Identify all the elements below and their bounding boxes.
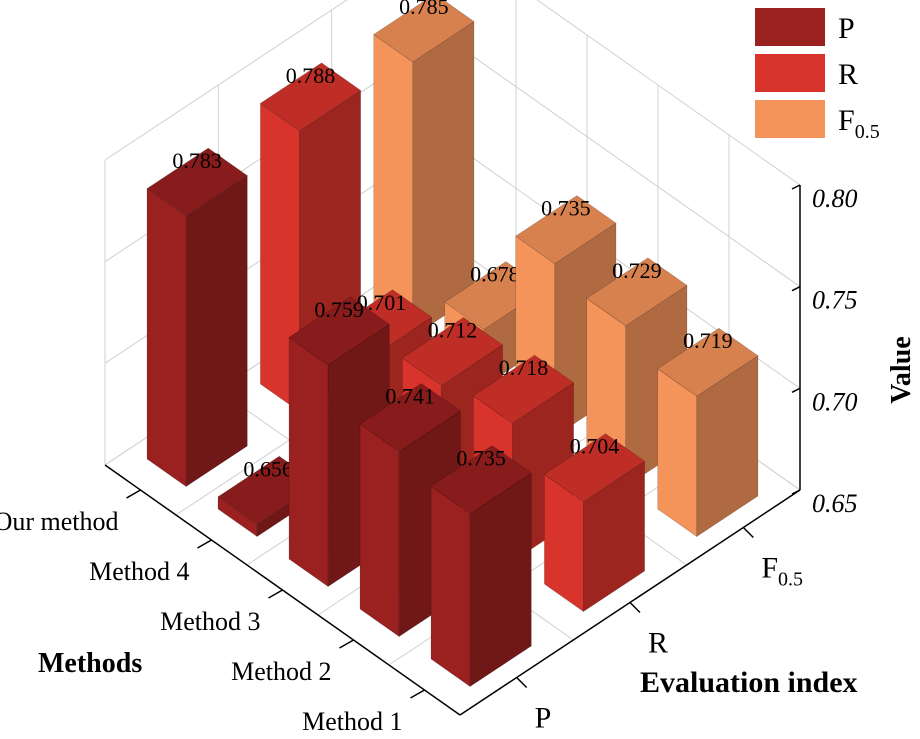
bar-left-face (359, 423, 400, 638)
bar-data-label: 0.719 (683, 328, 733, 353)
bar-left-face (288, 336, 329, 588)
bar-F0.5 (657, 327, 759, 538)
bar-data-label: 0.678 (470, 262, 520, 287)
value-tick-label: 0.80 (812, 184, 858, 213)
index-tick-label: F0.5 (761, 552, 803, 591)
bar-left-face (146, 187, 187, 488)
bar-top-face (401, 317, 504, 386)
method-tick-label: Method 2 (231, 657, 331, 686)
bar-front-face (185, 175, 248, 488)
method-tick (268, 589, 283, 599)
bar-data-label: 0.735 (541, 196, 591, 221)
gridline-z (444, 36, 801, 288)
bar-data-label: 0.785 (399, 0, 449, 19)
legend-label: F0.5 (838, 104, 880, 143)
bar-top-face (657, 327, 759, 397)
bar-data-label: 0.741 (385, 383, 435, 408)
bar-top-face (359, 383, 461, 452)
bar-F0.5 (373, 0, 475, 338)
value-tick-label: 0.70 (812, 387, 858, 416)
methods-axis-label: Methods (38, 648, 142, 679)
legend-swatch-P (755, 8, 825, 46)
method-tick-label: Our method (0, 507, 119, 536)
bar-data-label: 0.729 (612, 258, 662, 283)
bar-left-face (430, 485, 471, 688)
bar-R (543, 433, 646, 613)
value-tick (791, 387, 801, 394)
bar-P (288, 296, 390, 588)
method-tick-label: Method 1 (302, 707, 402, 736)
index-axis-label: Evaluation index (640, 666, 858, 699)
method-tick (197, 539, 212, 549)
bar-data-label: 0.735 (456, 446, 506, 471)
index-tick (742, 526, 754, 539)
legend-label: P (838, 12, 855, 45)
value-tick (791, 285, 801, 292)
bar-top-face (146, 147, 248, 217)
bar-top-face (373, 0, 475, 63)
bar-P (146, 147, 248, 488)
bar-P (430, 445, 532, 688)
legend-label: R (838, 58, 858, 91)
method-tick (126, 489, 141, 499)
index-tick-label: R (648, 627, 668, 660)
gridline-z (536, 0, 801, 186)
bar-top-face (543, 433, 646, 503)
bar-top-face (259, 62, 362, 132)
bar-data-label: 0.759 (314, 297, 364, 322)
bar-data-label: 0.783 (172, 148, 222, 173)
bar-data-label: 0.718 (499, 355, 549, 380)
value-tick-label: 0.65 (812, 489, 858, 518)
method-tick-label: Method 3 (160, 607, 260, 636)
bar-top-face (472, 354, 575, 424)
value-tick (791, 489, 801, 495)
value-tick-label: 0.75 (812, 286, 858, 315)
gridline-z (104, 0, 348, 161)
index-tick (516, 676, 528, 689)
value-tick (791, 184, 801, 190)
method-tick-label: Method 4 (89, 557, 189, 586)
bar-data-label: 0.712 (428, 317, 478, 342)
bar-top-face (430, 445, 532, 515)
index-tick-label: P (535, 702, 552, 735)
bar-data-label: 0.656 (243, 456, 293, 481)
legend-swatch-F0.5 (755, 100, 825, 138)
index-tick (629, 601, 641, 614)
bar-top-face (586, 257, 688, 327)
method-tick (339, 639, 354, 649)
bar-data-label: 0.788 (286, 63, 336, 88)
bar-left-face (657, 368, 698, 538)
legend-swatch-R (755, 54, 825, 92)
bar-top-face (515, 195, 617, 265)
value-axis-label: Value (886, 336, 917, 403)
method-tick (410, 689, 425, 699)
bar-data-label: 0.704 (570, 434, 620, 459)
bar-top-face (288, 296, 390, 366)
